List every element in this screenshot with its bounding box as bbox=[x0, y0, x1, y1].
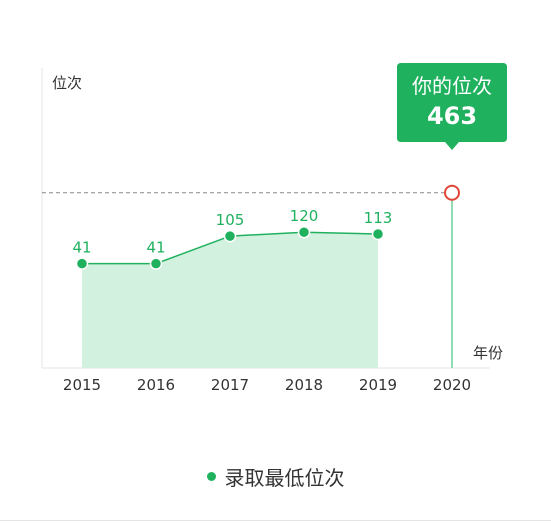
data-label-2019: 113 bbox=[364, 209, 393, 227]
legend: 录取最低位次 bbox=[0, 462, 551, 491]
x-tick-2016: 2016 bbox=[137, 376, 175, 394]
data-point-2017 bbox=[223, 229, 237, 243]
x-tick-2019: 2019 bbox=[359, 376, 397, 394]
bottom-divider bbox=[0, 520, 551, 521]
x-tick-2015: 2015 bbox=[63, 376, 101, 394]
rank-tooltip: 你的位次 463 bbox=[397, 63, 507, 150]
line-layer: 41 41 105 120 113 bbox=[72, 207, 393, 270]
series-area bbox=[82, 232, 378, 368]
legend-label: 录取最低位次 bbox=[224, 466, 345, 490]
x-axis-title: 年份 bbox=[473, 344, 503, 362]
data-label-2018: 120 bbox=[290, 207, 319, 225]
x-tick-2017: 2017 bbox=[211, 376, 249, 394]
data-point-2015 bbox=[75, 257, 89, 270]
x-tick-2018: 2018 bbox=[285, 376, 323, 394]
tooltip-value: 463 bbox=[427, 102, 477, 130]
y-axis-title: 位次 bbox=[52, 74, 82, 92]
highlight-layer bbox=[42, 184, 460, 368]
data-label-2016: 41 bbox=[146, 239, 165, 257]
area-layer bbox=[82, 232, 378, 368]
rank-chart: 位次 年份 41 41 105 120 113 2015 2016 2017 2018 2019… bbox=[41, 63, 507, 394]
highlight-marker bbox=[444, 184, 460, 201]
data-point-2016 bbox=[149, 257, 163, 270]
data-label-2015: 41 bbox=[72, 239, 91, 257]
data-label-2017: 105 bbox=[216, 211, 245, 229]
data-point-2018 bbox=[297, 225, 311, 239]
tooltip-box bbox=[397, 63, 507, 150]
data-point-2019 bbox=[371, 227, 385, 241]
x-ticks: 2015 2016 2017 2018 2019 2020 bbox=[63, 376, 471, 394]
tooltip-title: 你的位次 bbox=[412, 74, 492, 98]
legend-dot bbox=[206, 472, 216, 481]
x-tick-2020: 2020 bbox=[433, 376, 471, 394]
